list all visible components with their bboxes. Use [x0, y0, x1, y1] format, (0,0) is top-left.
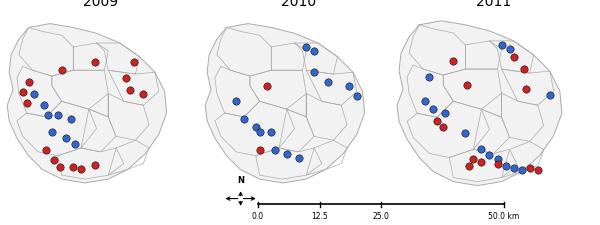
- Point: [40, 104, 49, 108]
- Point: [125, 88, 134, 92]
- Polygon shape: [7, 25, 167, 183]
- Point: [67, 117, 76, 121]
- Point: [323, 81, 332, 84]
- Point: [505, 48, 514, 52]
- Point: [476, 148, 486, 152]
- Point: [309, 50, 319, 53]
- Title: 2011: 2011: [476, 0, 511, 9]
- Point: [352, 94, 362, 98]
- Point: [421, 100, 430, 104]
- Text: 50.0 km: 50.0 km: [488, 212, 520, 220]
- Point: [61, 137, 70, 140]
- Polygon shape: [205, 25, 365, 183]
- Point: [545, 94, 554, 98]
- Point: [493, 162, 502, 166]
- Point: [121, 77, 131, 81]
- Point: [49, 158, 59, 162]
- Point: [469, 158, 478, 162]
- Point: [344, 85, 354, 88]
- Text: 25.0: 25.0: [373, 212, 389, 220]
- Point: [57, 69, 67, 73]
- Point: [255, 148, 265, 152]
- Title: 2009: 2009: [83, 0, 118, 9]
- Point: [68, 166, 78, 169]
- Polygon shape: [397, 22, 562, 186]
- Point: [449, 60, 458, 63]
- Point: [53, 114, 62, 117]
- Point: [70, 143, 80, 146]
- Point: [139, 92, 148, 96]
- Point: [263, 85, 272, 88]
- Point: [129, 61, 139, 65]
- Point: [309, 71, 319, 75]
- Point: [255, 131, 265, 135]
- Point: [501, 164, 511, 168]
- Point: [29, 92, 39, 96]
- Point: [55, 166, 64, 169]
- Point: [439, 126, 448, 130]
- Point: [41, 148, 51, 152]
- Point: [90, 61, 100, 65]
- Point: [271, 148, 280, 152]
- Point: [464, 164, 474, 168]
- Point: [525, 166, 535, 170]
- Point: [463, 84, 472, 88]
- Point: [493, 158, 502, 162]
- Point: [476, 160, 486, 164]
- Point: [521, 88, 530, 92]
- Point: [24, 81, 34, 84]
- Point: [294, 156, 304, 160]
- Point: [533, 168, 542, 172]
- Title: 2010: 2010: [281, 0, 316, 9]
- Point: [76, 168, 86, 171]
- Point: [461, 132, 470, 136]
- Point: [424, 76, 434, 79]
- Point: [301, 46, 311, 50]
- Point: [22, 102, 31, 106]
- Point: [433, 120, 442, 124]
- Point: [282, 152, 292, 156]
- Text: N: N: [237, 175, 244, 184]
- Point: [90, 164, 100, 168]
- Point: [497, 44, 506, 47]
- Point: [266, 131, 276, 135]
- Text: 0.0: 0.0: [252, 212, 264, 220]
- Point: [509, 56, 518, 60]
- Point: [232, 100, 241, 104]
- Point: [485, 154, 494, 157]
- Point: [517, 168, 526, 172]
- Point: [509, 166, 518, 170]
- Text: 12.5: 12.5: [311, 212, 328, 220]
- Point: [251, 125, 260, 129]
- Point: [519, 68, 529, 72]
- Point: [18, 90, 28, 94]
- Point: [428, 108, 438, 112]
- Point: [47, 131, 57, 135]
- Point: [239, 117, 249, 121]
- Point: [440, 112, 450, 116]
- Point: [43, 114, 53, 117]
